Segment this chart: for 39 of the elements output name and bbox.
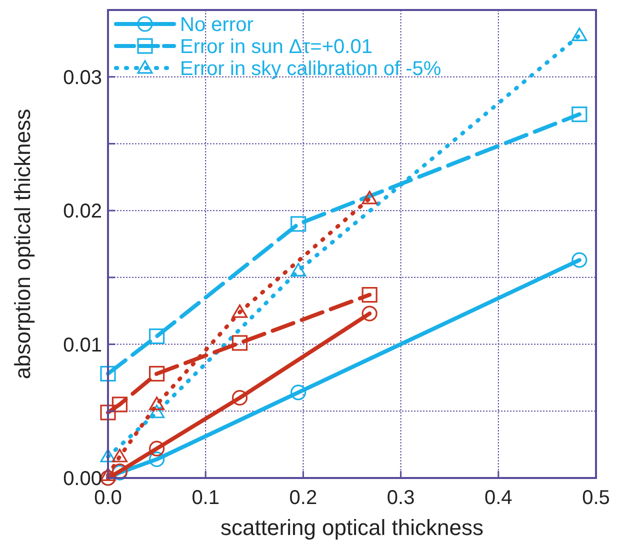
x-tick-label: 0.1 [192, 487, 220, 509]
y-axis-title: absorption optical thickness [10, 108, 35, 380]
x-tick-label: 0.3 [386, 487, 415, 509]
point [149, 366, 165, 382]
point [100, 366, 116, 382]
point [149, 396, 165, 410]
point [100, 404, 116, 420]
point [112, 396, 128, 412]
legend-label: Error in sun Δτ=+0.01 [180, 36, 372, 58]
x-tick-label: 0.4 [484, 487, 512, 509]
x-tick-label: 0.5 [582, 487, 610, 509]
point [290, 216, 306, 232]
point [149, 404, 165, 418]
point [362, 287, 378, 303]
y-tick-label: 0.00 [63, 468, 102, 490]
x-tick-label: 0.2 [289, 487, 318, 509]
y-tick-label: 0.02 [63, 200, 102, 223]
point [290, 384, 306, 400]
y-tick-label: 0.03 [63, 66, 102, 89]
legend-label: No error [180, 14, 254, 36]
x-axis-title: scattering optical thickness [220, 515, 484, 540]
point [100, 468, 116, 482]
point [232, 304, 248, 318]
point [149, 451, 165, 468]
point [232, 390, 248, 406]
point [362, 306, 378, 322]
point [290, 262, 306, 276]
point [572, 252, 588, 268]
point [572, 106, 588, 122]
x-tick-label: 0.0 [94, 487, 122, 509]
point [232, 335, 248, 351]
point [112, 448, 128, 462]
point [149, 328, 165, 344]
point [362, 190, 378, 204]
legend-label: Error in sky calibration of -5% [180, 58, 442, 80]
point [149, 440, 165, 456]
point [100, 448, 116, 462]
y-tick-label: 0.01 [63, 334, 102, 356]
point [572, 28, 588, 42]
